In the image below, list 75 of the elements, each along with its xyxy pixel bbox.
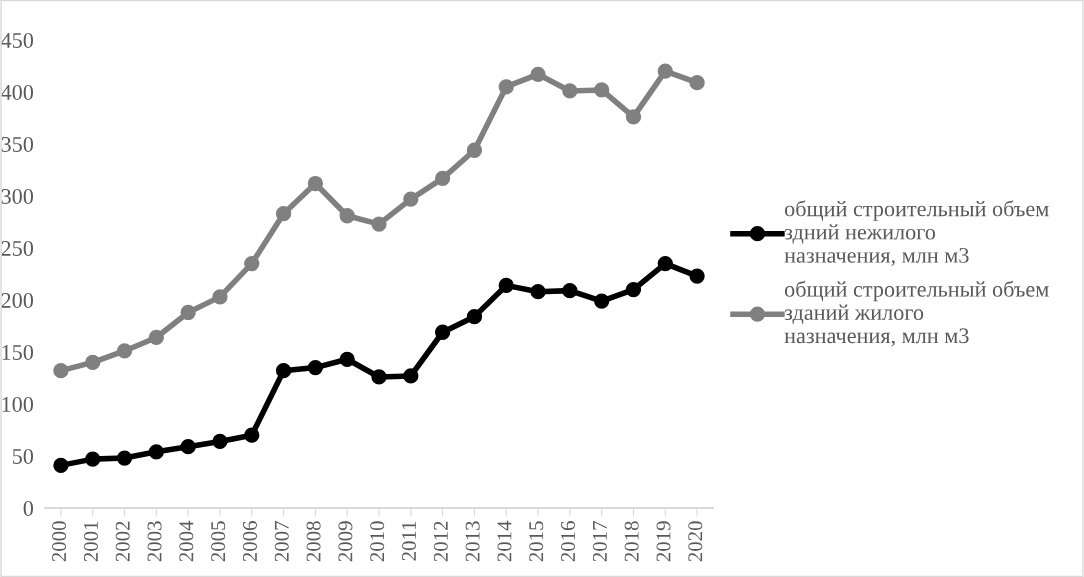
point [403,368,419,384]
point [212,433,228,450]
x-tick-label: 2017 [592,521,607,562]
y-tick-label: 350 [1,136,34,152]
x-tick-label: 2011 [401,521,417,561]
x-tick-label: 2000 [52,521,67,562]
x-tick-label: 2009 [338,521,353,562]
x-tick-label: 2014 [497,520,512,562]
point [434,324,451,340]
x-tick-label: 2019 [656,521,671,562]
y-tick-label: 400 [0,84,34,100]
point [498,79,514,95]
x-tick-label: 2006 [242,521,257,562]
y-tick-label: 150 [2,344,34,360]
point [371,369,387,385]
x-tick-label: 2004 [179,520,194,562]
x-tick-label: 2016 [561,521,576,562]
point [403,191,419,207]
point [594,82,610,98]
x-tick-label: 2010 [370,521,385,562]
point [562,83,578,99]
point [689,75,705,91]
legend-label: общий строительный объем здний нежилого назначения, млн м3 [784,200,1049,267]
point [498,277,514,294]
point [466,142,483,158]
x-tick-label: 2007 [274,521,289,562]
y-tick-label: 0 [23,500,34,516]
point [530,284,546,300]
point [371,216,387,232]
point [116,343,133,359]
point [657,63,673,79]
legend-label: общий строительный объем зданий жилого назначения, млн м3 [784,280,1049,347]
point [625,281,642,298]
y-tick-label: 250 [1,240,34,256]
x-tick-label: 2018 [624,521,639,562]
point [53,363,69,379]
x-tick-label: 2013 [465,521,480,562]
point [657,255,673,272]
y-tick-label: 100 [2,396,34,412]
point [116,450,133,466]
x-tick-label: 2003 [147,521,162,562]
x-tick-label: 2001 [83,521,98,562]
point [148,444,164,460]
point [625,109,642,125]
x-tick-label: 2002 [115,521,130,562]
x-tick-label: 2008 [306,521,321,562]
point [85,354,101,371]
x-tick-label: 2005 [211,521,226,562]
point [466,309,483,325]
point [275,206,292,222]
point [244,255,260,272]
point [339,208,355,224]
point [307,359,324,376]
y-tick-label: 50 [12,448,34,464]
x-tick-label: 2015 [529,521,544,562]
y-tick-label: 450 [0,32,34,48]
point [53,457,69,473]
x-tick-label: 2020 [688,521,703,562]
point [594,293,610,309]
y-tick-label: 200 [1,292,34,308]
y-tick-label: 300 [1,188,34,204]
point [275,363,292,379]
point [307,175,324,192]
x-tick-label: 2012 [433,521,448,562]
point [180,439,196,455]
point [339,351,355,367]
point [85,451,101,467]
point [148,329,164,346]
point [180,304,196,321]
point [562,283,578,299]
point [244,427,260,443]
point [530,66,546,82]
point [212,289,228,305]
point [434,170,451,186]
point [689,268,705,284]
